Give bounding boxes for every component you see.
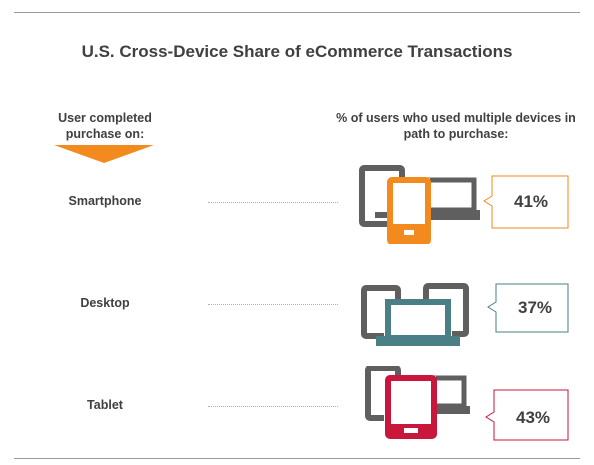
chart-title: U.S. Cross-Device Share of eCommerce Tra…	[81, 42, 513, 61]
device-group-desktop-highlight-icon	[361, 283, 469, 346]
value-label-tablet: 43%	[515, 408, 551, 427]
row-smartphone: Smartphone 41%	[0, 160, 594, 250]
value-label-smartphone: 41%	[513, 192, 549, 211]
row-label-smartphone: Smartphone	[68, 194, 142, 208]
left-column-header: User completed purchase on:	[58, 111, 152, 141]
row-leader-line	[208, 406, 338, 407]
value-callout-desktop	[487, 283, 569, 333]
row-desktop: Desktop 37%	[0, 268, 594, 358]
device-group-smartphone-highlight-icon	[359, 165, 480, 244]
row-leader-line	[208, 202, 338, 203]
down-arrow-icon	[54, 145, 154, 163]
right-column-header: % of users who used multiple devices in …	[336, 111, 576, 141]
value-callout-tablet	[485, 389, 569, 441]
row-tablet: Tablet 43%	[0, 366, 594, 456]
value-label-desktop: 37%	[517, 298, 553, 317]
value-callout-smartphone	[483, 175, 569, 229]
row-label-desktop: Desktop	[80, 296, 130, 310]
device-group-tablet-highlight-icon	[365, 366, 470, 440]
row-leader-line	[208, 304, 338, 305]
row-label-tablet: Tablet	[87, 398, 123, 412]
top-rule	[14, 12, 580, 13]
bottom-rule	[14, 458, 580, 459]
